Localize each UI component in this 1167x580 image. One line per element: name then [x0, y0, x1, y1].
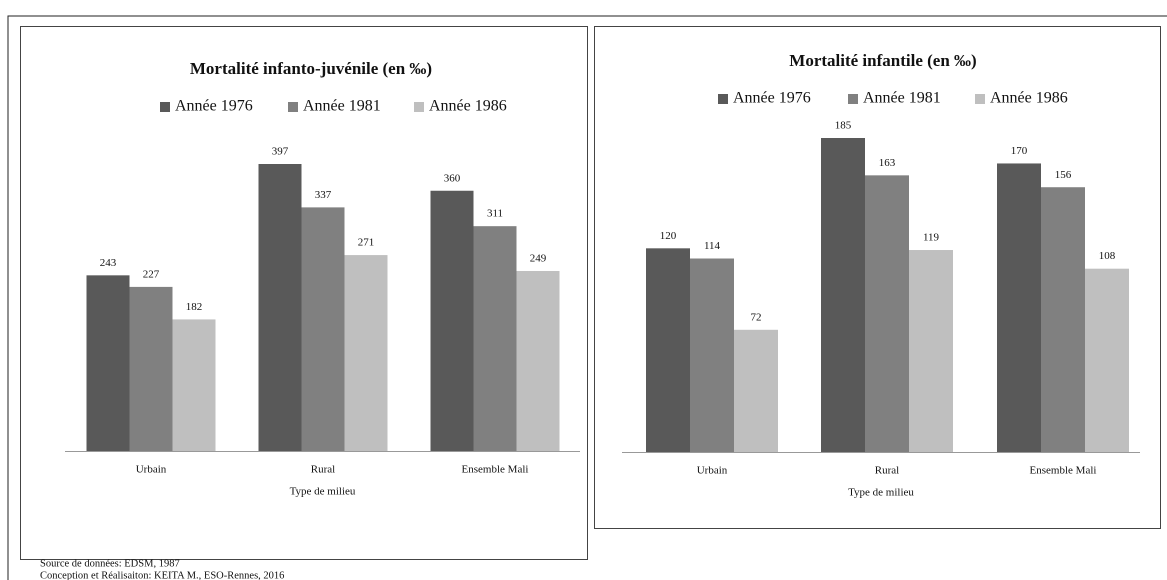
legend-label: Année 1986 [990, 90, 1068, 107]
data-label: 119 [923, 232, 940, 244]
legend-swatch [414, 102, 424, 112]
x-tick-label: Ensemble Mali [462, 464, 529, 476]
note: Source de données: EDSM, 1987 [40, 558, 180, 569]
legend-swatch [288, 102, 298, 112]
chart-frame [20, 26, 588, 560]
legend-label: Année 1976 [175, 98, 253, 115]
bar [865, 175, 909, 452]
chart-title: Mortalité infantile (en ‰) [789, 51, 976, 70]
data-label: 311 [487, 208, 503, 220]
bar [1085, 268, 1129, 452]
bar [646, 248, 690, 452]
bar [690, 258, 734, 452]
legend-swatch [718, 94, 728, 104]
x-tick-label: Urbain [136, 464, 167, 476]
legend-label: Année 1981 [863, 90, 941, 107]
bar [430, 190, 474, 451]
data-label: 360 [444, 172, 461, 184]
legend-label: Année 1981 [303, 98, 381, 115]
bar [473, 226, 517, 451]
bar [129, 286, 173, 451]
bar [86, 275, 130, 451]
x-tick-label: Ensemble Mali [1030, 465, 1097, 477]
data-label: 114 [704, 240, 721, 252]
bar [516, 270, 560, 451]
data-label: 337 [315, 189, 332, 201]
data-label: 185 [835, 120, 852, 132]
data-label: 182 [186, 301, 203, 313]
data-label: 397 [272, 146, 289, 158]
data-label: 156 [1055, 169, 1072, 181]
bar [344, 255, 388, 451]
data-label: 108 [1099, 250, 1116, 262]
data-label: 249 [530, 253, 547, 265]
data-label: 243 [100, 257, 117, 269]
outer-frame [7, 15, 1167, 580]
chart-title: Mortalité infanto-juvénile (en ‰) [190, 59, 432, 78]
data-label: 163 [879, 157, 896, 169]
bar [172, 319, 216, 451]
bar [301, 207, 345, 451]
legend-swatch [848, 94, 858, 104]
bar [821, 138, 865, 452]
legend-swatch [975, 94, 985, 104]
x-tick-label: Urbain [697, 465, 728, 477]
data-label: 170 [1011, 145, 1028, 157]
legend-label: Année 1986 [429, 98, 507, 115]
bar [1041, 187, 1085, 452]
data-label: 271 [358, 237, 375, 249]
note: Conception et Réalisaiton: KEITA M., ESO… [40, 570, 284, 580]
x-tick-label: Rural [311, 464, 335, 476]
bar [997, 163, 1041, 452]
data-label: 120 [660, 230, 677, 242]
data-label: 72 [751, 311, 762, 323]
legend-swatch [160, 102, 170, 112]
legend-label: Année 1976 [733, 90, 811, 107]
bar [909, 250, 953, 452]
bar [258, 164, 302, 451]
data-label: 227 [143, 268, 160, 280]
x-tick-label: Rural [875, 465, 899, 477]
x-axis-label: Type de milieu [290, 486, 356, 498]
chart-frame [594, 26, 1161, 529]
bar [734, 329, 778, 452]
x-axis-label: Type de milieu [848, 487, 914, 499]
